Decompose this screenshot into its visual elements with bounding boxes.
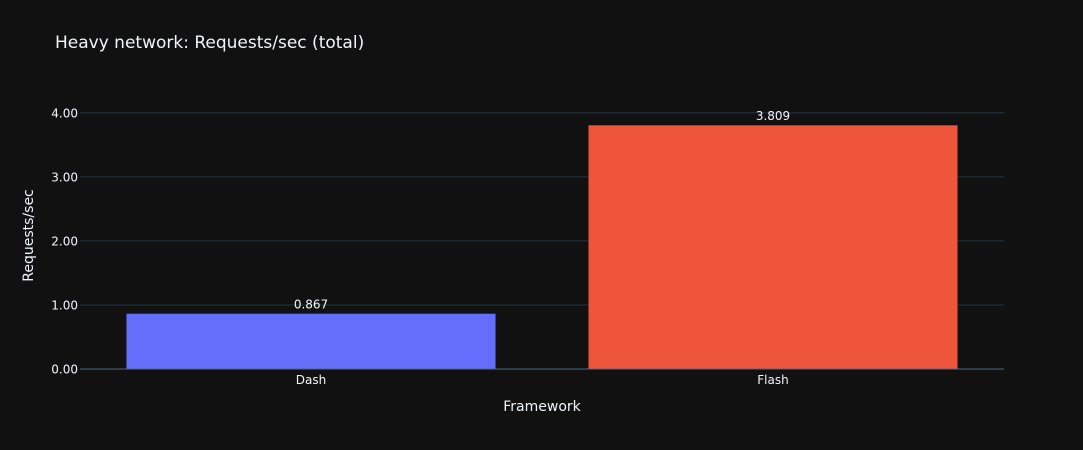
x-tick-label: Dash <box>296 373 326 387</box>
y-tick-label: 2.00 <box>51 234 78 248</box>
y-tick-label: 4.00 <box>51 106 78 120</box>
x-tick-label: Flash <box>757 373 788 387</box>
y-axis-title: Requests/sec <box>21 189 37 281</box>
x-axis-ticks: Dash Flash <box>296 373 789 387</box>
y-tick-label: 3.00 <box>51 170 78 184</box>
y-tick-label: 1.00 <box>51 298 78 312</box>
bar-flash <box>587 124 959 370</box>
y-tick-label: 0.00 <box>51 363 78 377</box>
x-axis-title: Framework <box>503 399 581 415</box>
data-label: 0.867 <box>294 297 328 311</box>
bar-dash <box>125 313 497 370</box>
data-label: 3.809 <box>756 109 790 123</box>
y-axis-ticks: 0.00 1.00 2.00 3.00 4.00 <box>51 106 78 376</box>
bars <box>125 124 959 370</box>
data-labels: 0.867 3.809 <box>294 109 790 311</box>
chart-title: Heavy network: Requests/sec (total) <box>55 33 365 53</box>
